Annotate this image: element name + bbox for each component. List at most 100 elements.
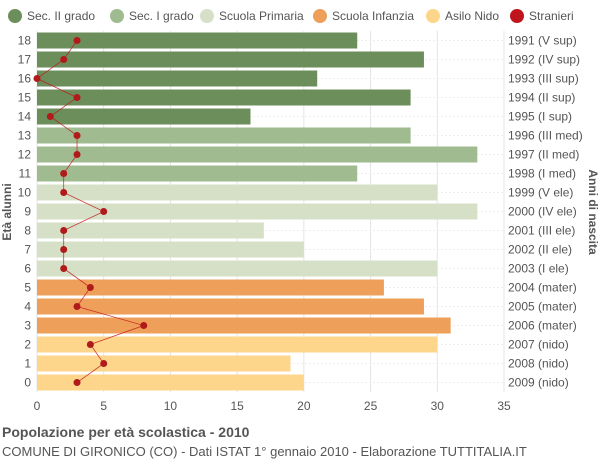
stranieri-point-18 — [73, 37, 81, 44]
x-tick-2: 10 — [164, 399, 178, 413]
stranieri-point-7 — [60, 246, 68, 253]
x-tick-1: 5 — [100, 399, 107, 413]
y-tick-age-17: 17 — [18, 53, 32, 67]
bar-age-1 — [37, 355, 291, 372]
stranieri-point-3 — [140, 322, 148, 329]
y-tick-age-2: 2 — [24, 338, 31, 352]
stranieri-point-1 — [100, 360, 108, 367]
y-tick-age-13: 13 — [18, 129, 32, 143]
stranieri-point-6 — [60, 265, 68, 272]
bar-age-12 — [37, 146, 478, 163]
chart-legend: Sec. II grado Sec. I grado Scuola Primaria… — [8, 9, 574, 23]
y-tick-birth-13: 1996 (III med) — [508, 129, 583, 143]
legend-marker-5 — [510, 9, 524, 23]
y-tick-birth-8: 2001 (III ele) — [508, 224, 575, 238]
bar-age-3 — [37, 317, 451, 334]
bar-age-15 — [37, 89, 411, 106]
y-tick-age-1: 1 — [24, 357, 31, 371]
x-tick-6: 30 — [431, 399, 445, 413]
stranieri-point-14 — [46, 113, 54, 120]
bar-age-16 — [37, 70, 318, 87]
stranieri-point-16 — [33, 75, 41, 82]
y-tick-age-11: 11 — [19, 167, 32, 181]
y-tick-age-8: 8 — [24, 224, 31, 238]
stranieri-point-9 — [100, 208, 108, 215]
legend-marker-1 — [110, 9, 124, 23]
y-axis-title-right: Anni di nascita — [586, 169, 600, 255]
legend-label-5: Stranieri — [529, 9, 574, 23]
x-tick-5: 25 — [364, 399, 378, 413]
stranieri-point-8 — [60, 227, 68, 234]
stranieri-point-12 — [73, 151, 81, 158]
y-tick-age-16: 16 — [18, 72, 32, 86]
legend-label-4: Asilo Nido — [445, 9, 499, 23]
y-tick-age-3: 3 — [24, 319, 31, 333]
y-tick-age-5: 5 — [24, 281, 31, 295]
school-age-population-chart: Sec. II grado Sec. I grado Scuola Primaria… — [0, 9, 600, 413]
y-tick-age-18: 18 — [18, 34, 32, 48]
bar-age-18 — [37, 32, 358, 49]
y-axis-title-left: Età alunni — [0, 183, 14, 240]
bar-age-14 — [37, 108, 251, 125]
y-tick-birth-0: 2009 (nido) — [508, 376, 569, 390]
y-tick-age-10: 10 — [18, 186, 32, 200]
x-tick-0: 0 — [34, 399, 41, 413]
legend-label-2: Scuola Primaria — [219, 9, 304, 23]
y-tick-birth-16: 1993 (III sup) — [508, 72, 579, 86]
x-tick-4: 20 — [297, 399, 311, 413]
y-tick-birth-11: 1998 (I med) — [508, 167, 576, 181]
y-tick-age-12: 12 — [18, 148, 32, 162]
y-tick-age-4: 4 — [24, 300, 31, 314]
y-tick-age-7: 7 — [24, 243, 31, 257]
bar-age-0 — [37, 374, 304, 391]
legend-label-0: Sec. II grado — [27, 9, 95, 23]
legend-marker-0 — [8, 9, 22, 23]
y-tick-age-14: 14 — [18, 110, 32, 124]
stranieri-point-11 — [60, 170, 68, 177]
y-tick-birth-5: 2004 (mater) — [508, 281, 577, 295]
bar-age-5 — [37, 279, 384, 296]
y-tick-birth-18: 1991 (V sup) — [508, 34, 577, 48]
y-tick-birth-17: 1992 (IV sup) — [508, 53, 580, 67]
footer-subtitle: COMUNE DI GIRONICO (CO) - Dati ISTAT 1° … — [2, 444, 527, 459]
y-tick-birth-3: 2006 (mater) — [508, 319, 577, 333]
bar-age-6 — [37, 260, 438, 277]
bar-age-4 — [37, 298, 424, 315]
y-tick-age-9: 9 — [24, 205, 31, 219]
bar-age-13 — [37, 127, 411, 144]
y-tick-age-15: 15 — [18, 91, 32, 105]
y-tick-birth-14: 1995 (I sup) — [508, 110, 572, 124]
y-tick-birth-12: 1997 (II med) — [508, 148, 579, 162]
stranieri-point-0 — [73, 379, 81, 386]
legend-marker-4 — [426, 9, 440, 23]
y-tick-birth-10: 1999 (V ele) — [508, 186, 573, 200]
y-tick-birth-2: 2007 (nido) — [508, 338, 569, 352]
bar-age-8 — [37, 222, 264, 239]
y-tick-birth-1: 2008 (nido) — [508, 357, 569, 371]
stranieri-point-15 — [73, 94, 81, 101]
stranieri-point-4 — [73, 303, 81, 310]
bar-age-11 — [37, 165, 358, 182]
bar-age-17 — [37, 51, 424, 68]
x-tick-7: 35 — [497, 399, 511, 413]
y-tick-age-0: 0 — [24, 376, 31, 390]
x-tick-3: 15 — [230, 399, 244, 413]
stranieri-point-2 — [86, 341, 94, 348]
y-tick-birth-15: 1994 (II sup) — [508, 91, 575, 105]
y-tick-birth-6: 2003 (I ele) — [508, 262, 569, 276]
y-tick-birth-9: 2000 (IV ele) — [508, 205, 577, 219]
y-tick-age-6: 6 — [24, 262, 31, 276]
footer-title: Popolazione per età scolastica - 2010 — [2, 424, 250, 440]
legend-label-1: Sec. I grado — [129, 9, 194, 23]
bar-age-9 — [37, 203, 478, 220]
bar-age-10 — [37, 184, 438, 201]
chart-bars — [37, 32, 478, 391]
stranieri-point-5 — [86, 284, 94, 291]
stranieri-point-10 — [60, 189, 68, 196]
legend-marker-2 — [200, 9, 214, 23]
legend-label-3: Scuola Infanzia — [332, 9, 414, 23]
y-tick-birth-7: 2002 (II ele) — [508, 243, 572, 257]
y-tick-birth-4: 2005 (mater) — [508, 300, 577, 314]
stranieri-point-13 — [73, 132, 81, 139]
stranieri-point-17 — [60, 56, 68, 63]
